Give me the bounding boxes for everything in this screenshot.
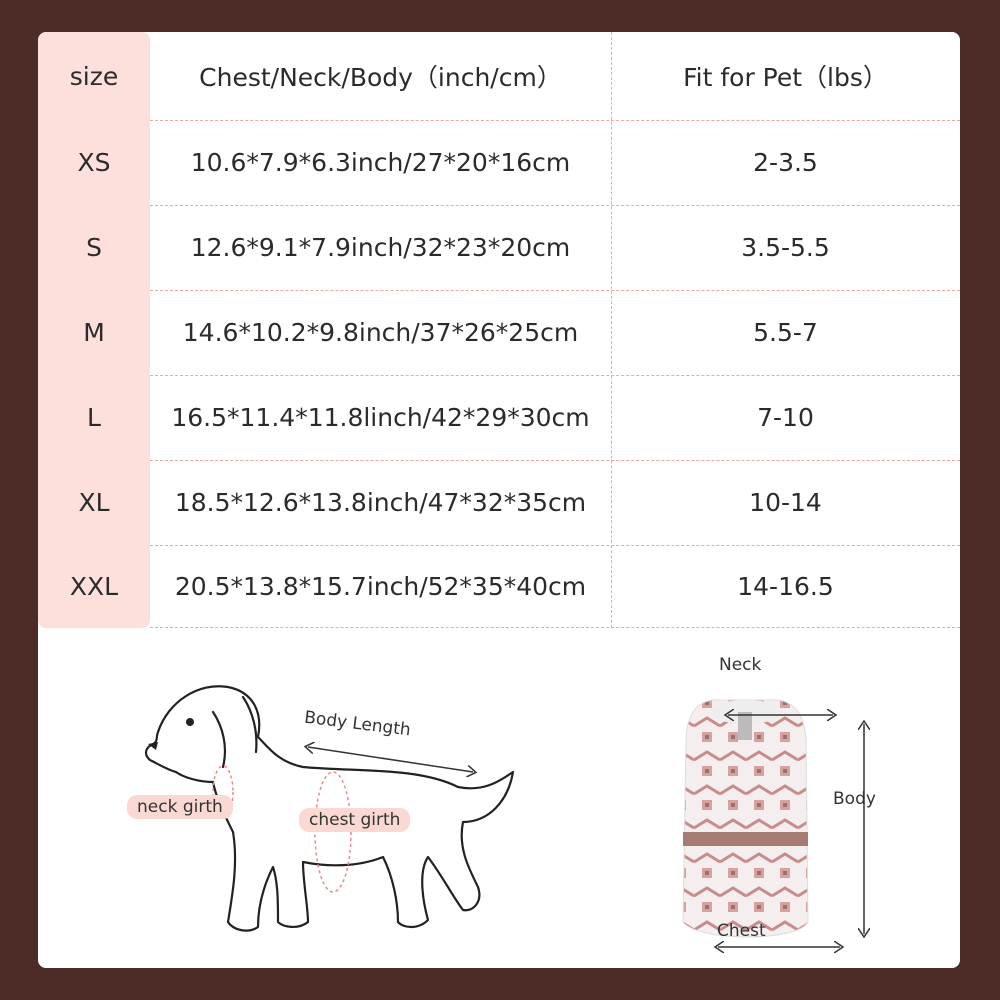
row-divider [150, 205, 960, 206]
neck-girth-label: neck girth [127, 795, 233, 819]
cell-size: S [86, 233, 102, 262]
size-column-background [38, 32, 150, 628]
cell-fit: 14-16.5 [737, 572, 834, 601]
chest-girth-label: chest girth [299, 808, 411, 832]
cell-fit: 3.5-5.5 [741, 233, 830, 262]
header-size: size [69, 61, 119, 91]
cell-measurements: 20.5*13.8*15.7inch/52*35*40cm [174, 572, 587, 601]
row-divider [150, 290, 960, 291]
row-divider [150, 627, 960, 628]
cell-size: XXL [69, 572, 119, 601]
cell-measurements: 12.6*9.1*7.9inch/32*23*20cm [190, 233, 571, 262]
cell-size: XS [77, 148, 111, 177]
cell-size: M [83, 318, 105, 347]
row-divider [150, 375, 960, 376]
cell-size: L [87, 403, 101, 432]
cell-fit: 2-3.5 [753, 148, 818, 177]
size-chart-card: size Chest/Neck/Body（inch/cm） Fit for Pe… [38, 32, 960, 968]
cell-fit: 7-10 [757, 403, 814, 432]
row-divider [150, 460, 960, 461]
header-measurements: Chest/Neck/Body（inch/cm） [199, 63, 562, 92]
cell-measurements: 16.5*11.4*11.8linch/42*29*30cm [171, 403, 590, 432]
sweater-illustration [682, 699, 908, 962]
cell-fit: 10-14 [749, 488, 822, 517]
row-divider [150, 120, 960, 121]
column-divider [611, 32, 612, 628]
row-divider [150, 545, 960, 546]
header-fit: Fit for Pet（lbs） [683, 63, 888, 92]
dog-illustration [144, 685, 515, 932]
cell-measurements: 18.5*12.6*13.8inch/47*32*35cm [174, 488, 587, 517]
body-label: Body [833, 789, 876, 809]
neck-label: Neck [719, 655, 762, 675]
cell-fit: 5.5-7 [753, 318, 818, 347]
cell-size: XL [78, 488, 110, 517]
chest-label: Chest [717, 921, 766, 941]
cell-measurements: 14.6*10.2*9.8inch/37*26*25cm [182, 318, 579, 347]
cell-measurements: 10.6*7.9*6.3inch/27*20*16cm [190, 148, 571, 177]
